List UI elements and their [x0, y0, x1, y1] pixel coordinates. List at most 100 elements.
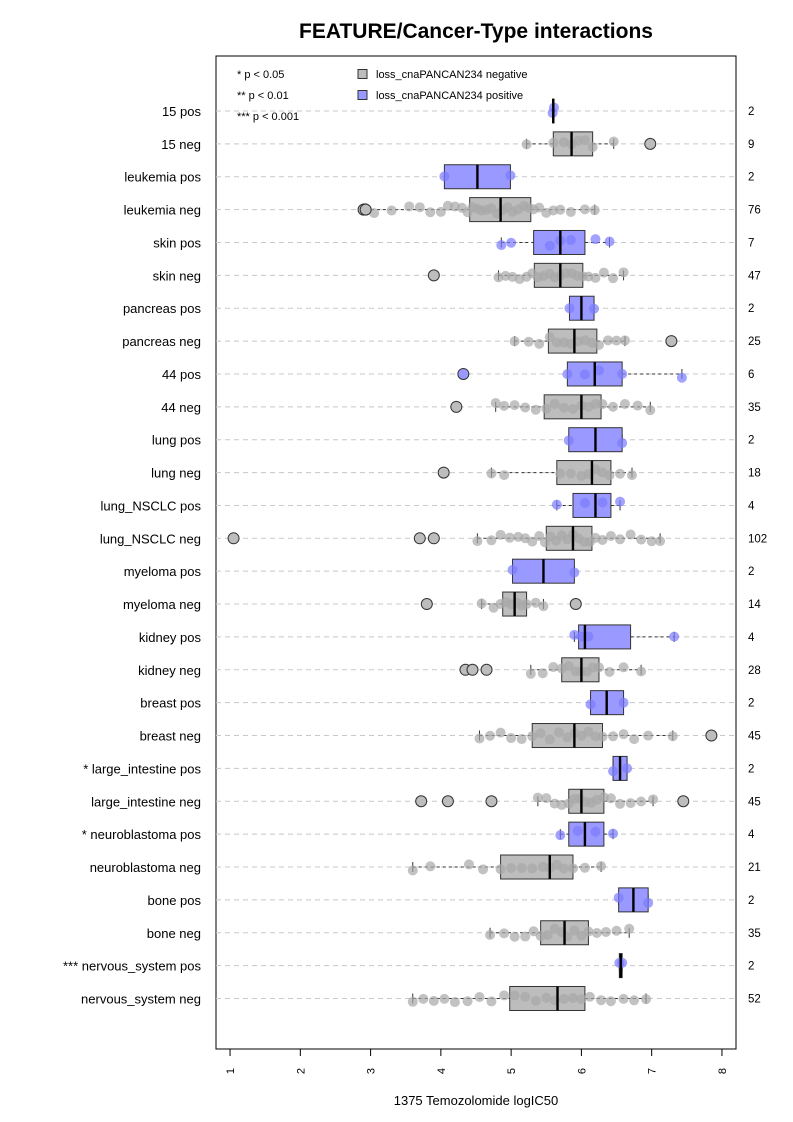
outlier-point: [420, 598, 433, 611]
outlier-point: [569, 598, 582, 611]
data-point: [520, 931, 531, 942]
data-point: [589, 205, 600, 216]
data-point: [587, 142, 598, 153]
group-count: 18: [748, 468, 761, 480]
data-point: [596, 861, 607, 872]
chart-title: FEATURE/Cancer-Type interactions: [299, 20, 653, 43]
data-point: [632, 400, 643, 411]
legend-significance: ** p < 0.01: [237, 90, 289, 102]
data-point: [569, 925, 580, 936]
data-point: [617, 957, 628, 968]
data-point: [562, 369, 573, 380]
data-point: [624, 923, 635, 934]
data-point: [615, 468, 626, 479]
x-axis: 1 2 3 4 5 6 7 8: [225, 1048, 729, 1074]
data-point: [428, 995, 439, 1006]
data-point: [618, 697, 629, 708]
data-point: [521, 139, 532, 150]
outlier-point: [665, 335, 678, 348]
data-point: [534, 338, 545, 349]
group-label: lung_NSCLC neg: [100, 531, 201, 546]
group-label: neuroblastoma neg: [90, 860, 201, 875]
data-point: [555, 830, 566, 841]
data-point: [625, 529, 636, 540]
data-point: [604, 236, 615, 247]
data-point: [608, 828, 619, 839]
data-point: [590, 826, 601, 837]
data-point: [425, 207, 436, 218]
data-point: [645, 405, 656, 416]
group-count: 35: [748, 402, 761, 414]
data-point: [590, 398, 601, 409]
data-point: [474, 733, 485, 744]
group-label: * large_intestine pos: [83, 761, 201, 776]
data-point: [605, 530, 616, 541]
data-point: [589, 303, 600, 314]
data-point: [485, 730, 496, 741]
data-point: [618, 993, 629, 1004]
data-point: [520, 402, 531, 413]
group-label: myeloma neg: [123, 597, 201, 612]
group-count: 6: [748, 369, 754, 381]
outlier-point: [644, 137, 657, 150]
x-tick-label: 3: [366, 1068, 378, 1074]
x-tick-label: 8: [717, 1068, 729, 1074]
group-count: 2: [748, 698, 754, 710]
outlier-point: [705, 729, 718, 742]
outlier-point: [413, 532, 426, 545]
outlier-point: [415, 795, 428, 808]
data-point: [527, 731, 538, 742]
data-point: [525, 668, 536, 679]
outlier-point: [450, 400, 463, 413]
data-point: [615, 534, 626, 545]
data-point: [565, 206, 576, 217]
data-point: [572, 825, 583, 836]
data-point: [597, 731, 608, 742]
data-point: [509, 336, 520, 347]
data-point: [478, 864, 489, 875]
data-point: [611, 925, 622, 936]
data-point: [544, 332, 555, 343]
data-point: [596, 995, 607, 1006]
data-point: [535, 728, 546, 739]
group-count: 52: [748, 993, 761, 1005]
data-point: [407, 865, 418, 876]
outlier-point: [437, 466, 450, 479]
data-point: [490, 397, 501, 408]
group-count: 4: [748, 829, 755, 841]
group-labels: 15 pos 15 neg leukemia pos leukemia neg skin…: [63, 104, 202, 1006]
data-point: [613, 892, 624, 903]
data-point: [608, 731, 619, 742]
data-point: [604, 470, 615, 481]
group-count: 47: [748, 270, 761, 282]
data-point: [605, 793, 616, 804]
data-point: [509, 990, 520, 1001]
outlier-point: [359, 203, 372, 216]
group-label: 44 pos: [162, 367, 202, 382]
data-point: [537, 668, 548, 679]
data-point: [521, 599, 532, 610]
data-point: [505, 170, 516, 181]
group-label: leukemia neg: [124, 203, 201, 218]
data-point: [579, 204, 590, 215]
group-count: 28: [748, 665, 761, 677]
outlier-point: [480, 663, 493, 676]
group-label: breast pos: [140, 696, 201, 711]
x-axis-label: 1375 Temozolomide logIC50: [394, 1093, 559, 1108]
data-point: [530, 404, 541, 415]
data-point: [583, 726, 594, 737]
data-point: [605, 996, 616, 1007]
data-point: [472, 536, 483, 547]
data-point: [648, 794, 659, 805]
data-point: [597, 497, 608, 508]
group-label: myeloma pos: [124, 564, 202, 579]
data-point: [597, 534, 608, 545]
data-point: [555, 468, 566, 479]
group-label: breast neg: [140, 729, 201, 744]
group-label: bone neg: [147, 926, 201, 941]
data-point: [629, 995, 640, 1006]
data-point: [520, 991, 531, 1002]
outlier-point: [485, 795, 498, 808]
